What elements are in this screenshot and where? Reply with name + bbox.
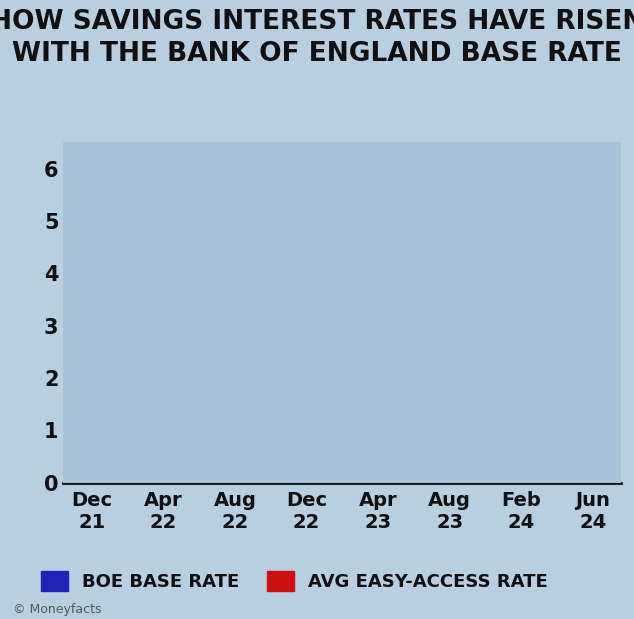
Legend: BOE BASE RATE, AVG EASY-ACCESS RATE: BOE BASE RATE, AVG EASY-ACCESS RATE — [41, 571, 548, 591]
Text: © Moneyfacts: © Moneyfacts — [13, 603, 101, 616]
Text: HOW SAVINGS INTEREST RATES HAVE RISEN
WITH THE BANK OF ENGLAND BASE RATE: HOW SAVINGS INTEREST RATES HAVE RISEN WI… — [0, 9, 634, 67]
